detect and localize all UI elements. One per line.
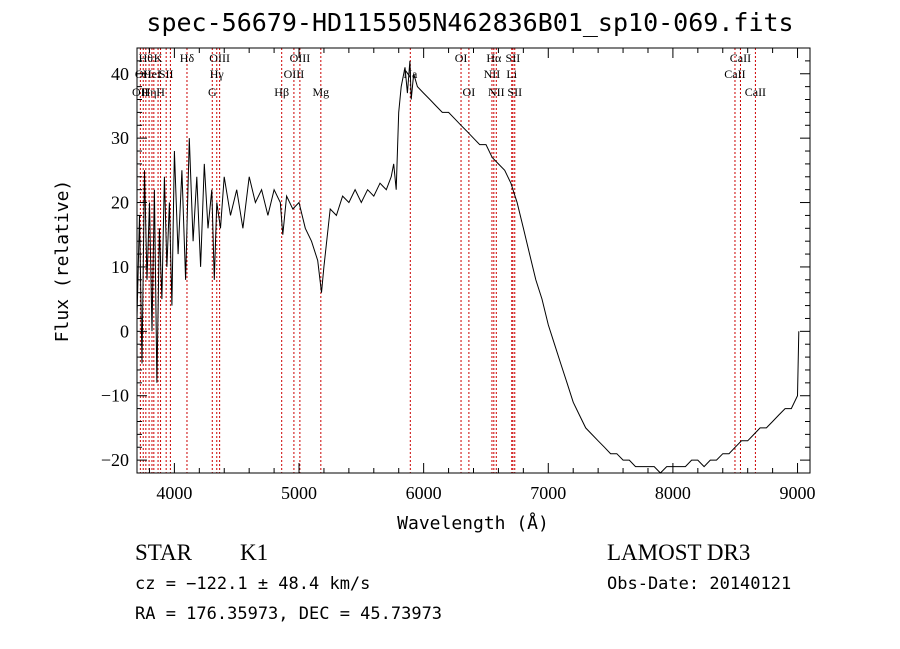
spectral-line-label: NII: [488, 85, 505, 99]
x-tick-label: 6000: [406, 483, 442, 503]
spectral-line-label: Hη: [142, 85, 157, 99]
flux-series-line: [136, 60, 800, 474]
spectral-line-label: K: [154, 51, 163, 65]
x-tick-label: 4000: [156, 483, 192, 503]
spectral-line-label: CaII: [730, 51, 751, 65]
spectral-line-label: OI: [455, 51, 468, 65]
spectral-line-label: SII: [159, 67, 174, 81]
radial-velocity: cz = −122.1 ± 48.4 km/s: [135, 574, 371, 594]
y-tick-label: 20: [111, 193, 129, 213]
spectral-line-label: OIII: [284, 67, 305, 81]
y-tick-label: −20: [101, 450, 129, 470]
spectral-line-label: OII: [132, 85, 149, 99]
x-tick-label: 9000: [780, 483, 816, 503]
spectral-line-label: CaII: [745, 85, 766, 99]
spectral-line-label: H: [156, 85, 165, 99]
plot-frame: [136, 47, 811, 474]
y-tick-label: 30: [111, 128, 129, 148]
spectrum-chart: 4000 5000 6000 7000 8000 9000−20−10010203040 …: [52, 47, 816, 534]
spectral-line-label: CaII: [724, 67, 745, 81]
spectral-line-label: Hα: [486, 51, 502, 65]
spectral-line-label: Hγ: [210, 67, 225, 81]
coordinates: RA = 176.35973, DEC = 45.73973: [135, 604, 443, 624]
spectral-line-label: SII: [507, 85, 522, 99]
y-tick-label: 10: [111, 257, 129, 277]
spectral-line-label: Hδ: [180, 51, 195, 65]
spectral-line-label: G: [208, 85, 217, 99]
y-tick-label: −10: [101, 386, 129, 406]
spectral-line-label: Mg: [312, 85, 329, 99]
spectral-line-label: NII: [484, 67, 501, 81]
survey-name: LAMOST DR3: [607, 540, 751, 565]
y-axis-label: Flux (relative): [52, 180, 73, 343]
spectral-line-label: OIII: [209, 51, 230, 65]
spectral-line-label: OI: [463, 85, 476, 99]
x-axis-label: Wavelength (Å): [397, 512, 549, 534]
y-tick-label: 0: [120, 321, 129, 341]
spectral-line-label: OII: [135, 67, 152, 81]
spectral-line-label: Hθ: [139, 51, 154, 65]
spectral-line-label: HeI: [143, 67, 161, 81]
spectral-line-label: OIII: [290, 51, 311, 65]
observation-date: Obs-Date: 20140121: [607, 574, 792, 594]
chart-title: spec-56679-HD115505N462836B01_sp10-069.f…: [146, 8, 794, 37]
x-tick-label: 5000: [281, 483, 317, 503]
spectral-line-label: SII: [506, 51, 521, 65]
spectral-line-label: Hβ: [274, 85, 289, 99]
y-tick-label: 40: [111, 64, 129, 84]
object-class: STAR: [135, 540, 192, 565]
x-tick-label: 8000: [655, 483, 691, 503]
x-tick-label: 7000: [530, 483, 566, 503]
spectral-line-label: Li: [506, 67, 517, 81]
object-subclass: K1: [240, 540, 269, 565]
